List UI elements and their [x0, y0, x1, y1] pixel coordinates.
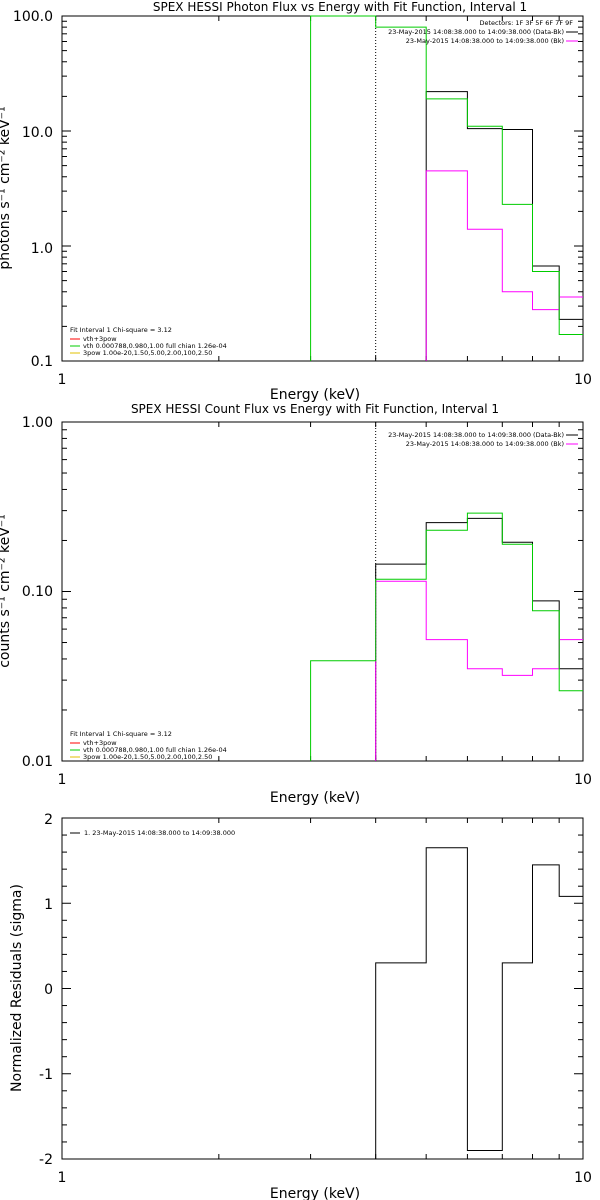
count-flux-ylabel: counts s⁻¹ cm⁻² keV⁻¹ [0, 514, 13, 668]
count-flux-xlabel: Energy (keV) [270, 790, 360, 806]
count-flux-title: SPEX HESSI Count Flux vs Energy with Fit… [131, 402, 499, 416]
photon-flux-ytick-100.0: 100.0 [13, 9, 53, 25]
photon-flux-xtick-10: 10 [574, 372, 592, 388]
count-flux-tick-marks [61, 421, 584, 762]
photon-flux-legend-fit-interval: Fit Interval 1 Chi-square = 3.12 [70, 326, 172, 334]
residuals-ytick--2: -2 [39, 1152, 53, 1168]
photon-flux-series [310, 15, 583, 361]
count-flux-ytick-0.10: 0.10 [22, 584, 53, 600]
series-data-step-line [375, 847, 583, 1159]
count-flux-legend-vth: vth 0.000788,0.980,1.00 full chian 1.26e… [83, 746, 227, 754]
photon-flux-ylabel: photons s⁻¹ cm⁻² keV⁻¹ [0, 106, 13, 269]
photon-flux-legend-vth: vth 0.000788,0.980,1.00 full chian 1.26e… [83, 342, 227, 350]
count-flux-plot-frame [61, 421, 584, 762]
count-flux-panel: SPEX HESSI Count Flux vs Energy with Fit… [0, 402, 592, 806]
count-flux-ytick-0.01: 0.01 [22, 754, 53, 770]
photon-flux-ytick-10.0: 10.0 [22, 125, 53, 141]
residuals-ytick--1: -1 [39, 1067, 53, 1083]
photon-flux-ytick-0.1: 0.1 [31, 354, 53, 370]
series-model-step-line [310, 15, 583, 361]
count-flux-series [310, 422, 583, 761]
residuals-ytick-1: 1 [44, 897, 53, 913]
photon-flux-legend-detectors: Detectors: 1F 3F 5F 6F 7F 9F [479, 19, 573, 27]
residuals-xlabel: Energy (keV) [270, 1186, 360, 1200]
count-flux-legend-top: 23-May-2015 14:08:38.000 to 14:09:38.000… [388, 431, 578, 448]
residuals-tick-marks [61, 817, 584, 1160]
photon-flux-legend-top: Detectors: 1F 3F 5F 6F 7F 9F 23-May-2015… [388, 19, 578, 45]
photon-flux-tick-marks [61, 15, 584, 362]
count-flux-legend-fit-interval: Fit Interval 1 Chi-square = 3.12 [70, 730, 172, 738]
count-flux-legend-data: 23-May-2015 14:08:38.000 to 14:09:38.000… [388, 431, 564, 439]
photon-flux-xlabel: Energy (keV) [270, 387, 360, 403]
residuals-ytick-0: 0 [44, 982, 53, 998]
count-flux-legend-bottom: Fit Interval 1 Chi-square = 3.12 vth+3po… [70, 730, 227, 761]
count-flux-legend-vth3pow: vth+3pow [83, 739, 117, 747]
residuals-legend: 1. 23-May-2015 14:08:38.000 to 14:09:38.… [84, 829, 235, 837]
photon-flux-plot-frame [61, 15, 584, 362]
count-flux-legend-3pow: 3pow 1.00e-20,1.50,5.00,2.00,100,2.50 [83, 753, 212, 761]
photon-flux-legend-vth3pow: vth+3pow [83, 335, 117, 343]
series-model-step-line [310, 512, 583, 761]
count-flux-xtick-1: 1 [58, 772, 67, 788]
residuals-xtick-1: 1 [58, 1170, 67, 1186]
count-flux-legend-bk: 23-May-2015 14:08:38.000 to 14:09:38.000… [406, 440, 564, 448]
photon-flux-xtick-1: 1 [58, 372, 67, 388]
photon-flux-ytick-1.0: 1.0 [31, 241, 53, 257]
count-flux-ytick-1.00: 1.00 [22, 415, 53, 431]
series-background-step-line [375, 580, 583, 761]
residuals-ytick-2: 2 [44, 812, 53, 828]
series-data-step-line [375, 517, 583, 761]
residuals-xtick-10: 10 [574, 1170, 592, 1186]
photon-flux-title: SPEX HESSI Photon Flux vs Energy with Fi… [153, 0, 527, 14]
count-flux-xtick-10: 10 [574, 772, 592, 788]
photon-flux-legend-3pow: 3pow 1.00e-20,1.50,5.00,2.00,100,2.50 [83, 349, 212, 357]
photon-flux-panel: SPEX HESSI Photon Flux vs Energy with Fi… [0, 0, 592, 403]
residuals-ylabel: Normalized Residuals (sigma) [9, 884, 25, 1092]
residuals-series [375, 847, 583, 1159]
photon-flux-legend-bottom: Fit Interval 1 Chi-square = 3.12 vth+3po… [70, 326, 227, 357]
photon-flux-legend-bk: 23-May-2015 14:08:38.000 to 14:09:38.000… [406, 37, 564, 45]
photon-flux-legend-data: 23-May-2015 14:08:38.000 to 14:09:38.000… [388, 28, 564, 36]
residuals-panel: 1 10 -2 -1 0 1 2 Energy (keV) Normalized… [9, 812, 592, 1200]
residuals-plot-frame [61, 817, 584, 1160]
